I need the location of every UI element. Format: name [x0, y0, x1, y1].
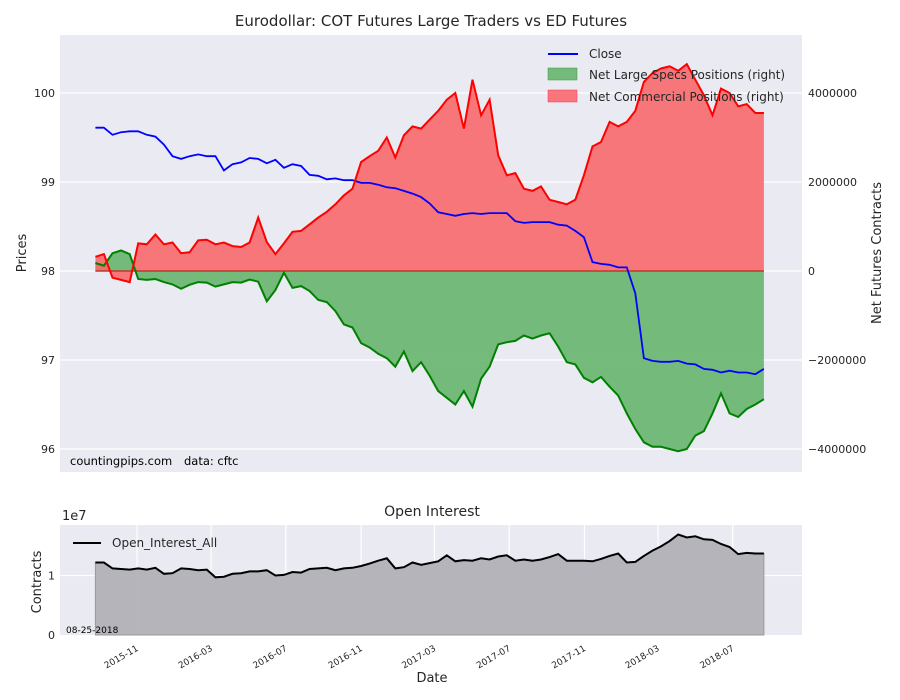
- oi-chart-title: Open Interest: [384, 504, 480, 520]
- left-tick-label: 99: [41, 176, 55, 189]
- close-line: [95, 126, 765, 376]
- oi-x-ticks: 2015-11 2016-03 2016-07 2016-11 2017-03 2017-…: [103, 644, 736, 671]
- legend-commercial-label: Net Commercial Positions (right): [589, 90, 784, 104]
- specs-area: [95, 250, 764, 452]
- oi-legend: Open_Interest_All: [73, 536, 217, 550]
- date-stamp: 08-25-2018: [66, 626, 119, 636]
- x-tick-label: 2015-11: [103, 644, 141, 671]
- left-y-ticks: 96 97 98 99 100: [34, 87, 55, 456]
- oi-tick-label: 0: [48, 629, 55, 642]
- oi-line: [95, 533, 764, 579]
- legend-specs-swatch: [547, 67, 578, 81]
- x-tick-label: 2017-03: [400, 644, 438, 671]
- x-tick-label: 2018-07: [699, 644, 737, 671]
- oi-scale-label: 1e7: [62, 509, 87, 524]
- specs-line: [95, 249, 765, 453]
- data-annotation: data: cftc: [184, 454, 238, 468]
- commercial-area: [95, 64, 764, 283]
- oi-y-ticks: 01: [48, 570, 55, 642]
- right-tick-label: 2000000: [808, 176, 857, 189]
- left-tick-label: 100: [34, 87, 55, 100]
- x-tick-label: 2017-07: [475, 644, 513, 671]
- right-tick-label: 4000000: [808, 87, 857, 100]
- right-axis-label: Net Futures Contracts: [870, 182, 885, 324]
- oi-x-axis-label: Date: [416, 671, 447, 686]
- oi-area: [94, 533, 765, 636]
- left-tick-label: 98: [41, 265, 55, 278]
- legend-specs-label: Net Large Specs Positions (right): [589, 68, 785, 82]
- commercial-line: [95, 62, 764, 284]
- x-tick-label: 2016-11: [327, 644, 365, 671]
- series-lines: [95, 62, 765, 453]
- open-interest-chart: 01 2015-11 2016-03 2016-07 2016-11 2017-03 20…: [30, 504, 802, 686]
- main-chart-title: Eurodollar: COT Futures Large Traders vs…: [235, 12, 627, 30]
- left-tick-label: 96: [41, 443, 55, 456]
- right-y-ticks: −4000000 −2000000 0 2000000 4000000: [808, 87, 866, 456]
- left-axis-label: Prices: [15, 234, 30, 273]
- oi-tick-label: 1: [48, 570, 55, 583]
- legend-commercial-swatch: [547, 89, 578, 103]
- x-tick-label: 2016-07: [252, 644, 290, 671]
- oi-y-axis-label: Contracts: [30, 550, 45, 613]
- x-tick-label: 2017-11: [550, 644, 588, 671]
- legend-close-label: Close: [589, 47, 622, 61]
- main-legend: Close Net Large Specs Positions (right) …: [547, 47, 785, 104]
- position-fills: [95, 64, 764, 452]
- left-tick-label: 97: [41, 354, 55, 367]
- right-tick-label: −2000000: [808, 354, 866, 367]
- x-tick-label: 2018-03: [624, 644, 662, 671]
- right-tick-label: 0: [808, 265, 815, 278]
- main-chart: 96 97 98 99 100 −4000000 −2000000 0 2000000 4000…: [15, 12, 885, 472]
- x-tick-label: 2016-03: [177, 644, 215, 671]
- legend-oi-label: Open_Interest_All: [112, 536, 217, 550]
- right-tick-label: −4000000: [808, 443, 866, 456]
- source-annotation: countingpips.com: [70, 454, 172, 468]
